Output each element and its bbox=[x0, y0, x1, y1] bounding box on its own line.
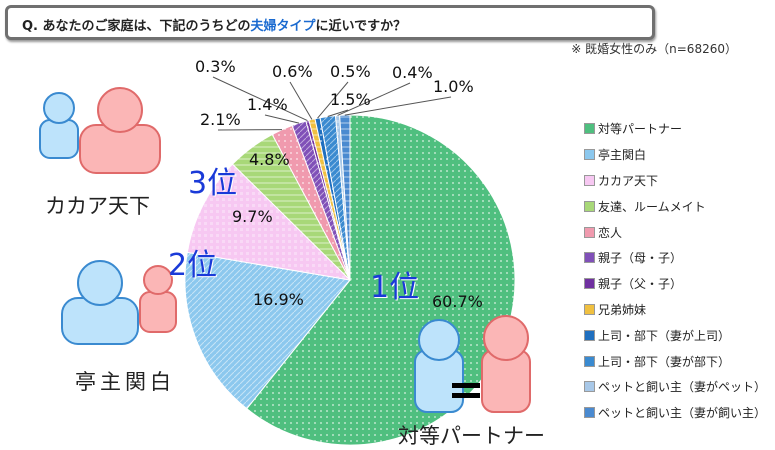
data-label: 1.4% bbox=[247, 95, 288, 114]
legend-label: 恋人 bbox=[598, 224, 622, 241]
legend-swatch bbox=[584, 175, 595, 186]
legend-label: カカア天下 bbox=[598, 172, 658, 189]
legend-label: 友達、ルームメイト bbox=[598, 198, 706, 215]
legend-label: 上司・部下（妻が上司） bbox=[598, 327, 730, 344]
legend-swatch bbox=[584, 407, 595, 418]
legend: 対等パートナー亭主関白カカア天下友達、ルームメイト恋人親子（母・子） 親子（父・子… bbox=[584, 116, 766, 426]
rank-2-label: 2位 bbox=[168, 240, 217, 284]
legend-swatch bbox=[584, 330, 595, 341]
legend-label: 上司・部下（妻が部下） bbox=[598, 353, 730, 370]
data-label: 0.4% bbox=[392, 63, 433, 82]
data-label: 60.7% bbox=[432, 292, 483, 311]
legend-swatch bbox=[584, 149, 595, 160]
wife-figure-icon bbox=[482, 316, 530, 412]
legend-item: 亭主関白 bbox=[584, 142, 766, 168]
wife-figure-icon bbox=[80, 88, 160, 173]
legend-item: ペットと飼い主（妻が飼い主） bbox=[584, 400, 766, 426]
legend-item: 親子（母・子） bbox=[584, 245, 766, 271]
data-label: 0.5% bbox=[330, 62, 371, 81]
legend-item: 恋人 bbox=[584, 219, 766, 245]
leader-line bbox=[265, 115, 299, 123]
callout-teishu-kanpaku: 亭主関白 bbox=[75, 366, 175, 396]
data-label: 16.9% bbox=[253, 290, 304, 309]
legend-label: ペットと飼い主（妻がペット） bbox=[598, 378, 766, 395]
data-label: 1.5% bbox=[330, 90, 371, 109]
husband-figure-icon bbox=[40, 93, 78, 158]
callout-equal-partners: 対等パートナー bbox=[398, 420, 545, 450]
husband-figure-icon bbox=[415, 320, 463, 412]
rank-1-label: 1位 bbox=[370, 262, 419, 306]
legend-label: 親子（父・子） bbox=[598, 275, 682, 292]
data-label: 9.7% bbox=[232, 207, 273, 226]
legend-item: 兄弟姉妹 bbox=[584, 297, 766, 323]
data-label: 1.0% bbox=[433, 77, 474, 96]
legend-swatch bbox=[584, 356, 595, 367]
legend-swatch bbox=[584, 278, 595, 289]
legend-swatch bbox=[584, 381, 595, 392]
legend-label: 亭主関白 bbox=[598, 146, 646, 163]
legend-label: ペットと飼い主（妻が飼い主） bbox=[598, 404, 766, 421]
legend-swatch bbox=[584, 201, 595, 212]
data-label: 2.1% bbox=[200, 110, 241, 129]
data-label: 4.8% bbox=[249, 150, 290, 169]
legend-item: 上司・部下（妻が上司） bbox=[584, 322, 766, 348]
legend-item: 対等パートナー bbox=[584, 116, 766, 142]
legend-swatch bbox=[584, 304, 595, 315]
legend-item: カカア天下 bbox=[584, 168, 766, 194]
legend-item: 親子（父・子） bbox=[584, 271, 766, 297]
data-label: 0.6% bbox=[272, 62, 313, 81]
legend-item: 上司・部下（妻が部下） bbox=[584, 348, 766, 374]
rank-3-label: 3位 bbox=[188, 158, 237, 202]
legend-label: 兄弟姉妹 bbox=[598, 301, 646, 318]
legend-swatch bbox=[584, 252, 595, 263]
legend-swatch bbox=[584, 123, 595, 134]
data-label: 0.3% bbox=[195, 57, 236, 76]
legend-item: 友達、ルームメイト bbox=[584, 193, 766, 219]
legend-label: 対等パートナー bbox=[598, 120, 682, 137]
legend-swatch bbox=[584, 227, 595, 238]
legend-label: 親子（母・子） bbox=[598, 249, 682, 266]
husband-figure-icon bbox=[62, 261, 138, 344]
legend-item: ペットと飼い主（妻がペット） bbox=[584, 374, 766, 400]
callout-kakaa-tenka: カカア天下 bbox=[45, 190, 150, 220]
